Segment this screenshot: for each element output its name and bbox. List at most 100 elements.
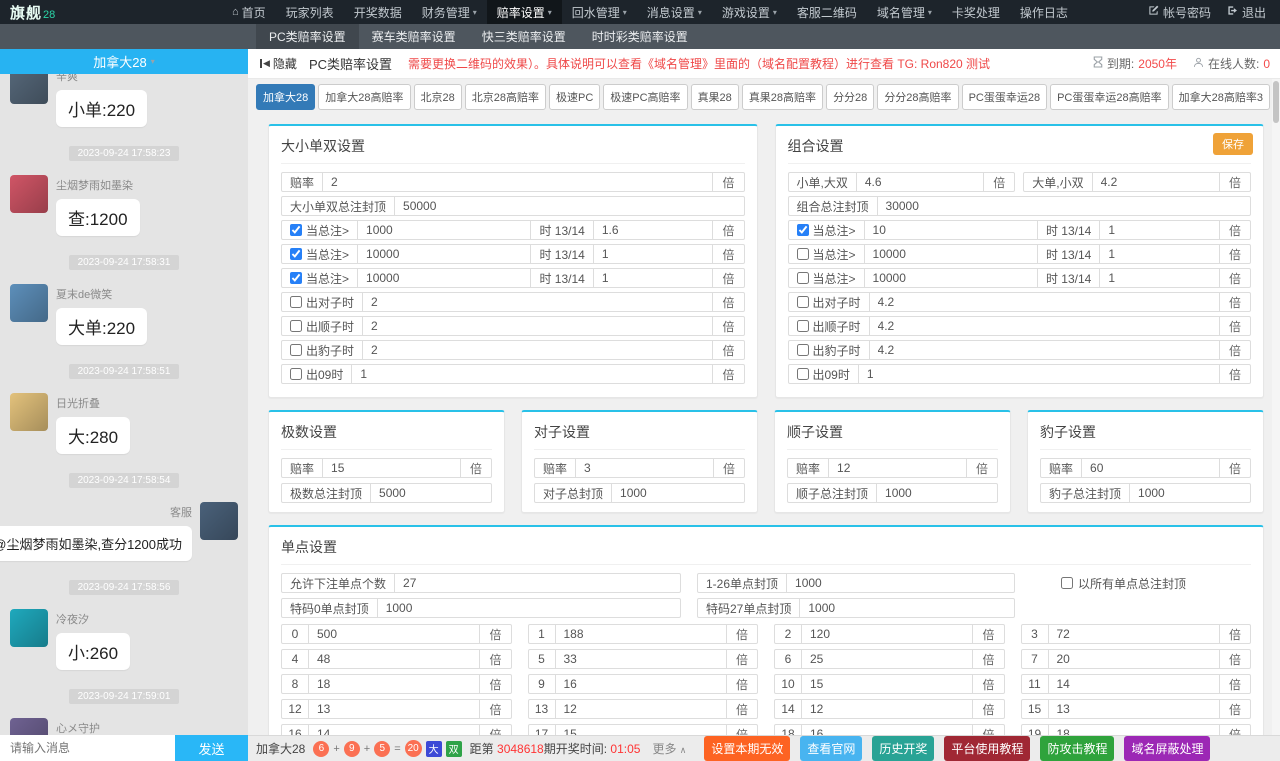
multiplier-input[interactable]: [858, 365, 1219, 383]
top-menu-item-6[interactable]: 回水管理 ▾: [562, 0, 637, 24]
point-odds-input[interactable]: [555, 675, 726, 693]
game-tab-3[interactable]: 北京28: [413, 84, 462, 110]
multiplier-input[interactable]: [869, 341, 1219, 359]
row-checkbox[interactable]: [290, 248, 302, 260]
more-toggle[interactable]: 更多 ∧: [652, 740, 686, 757]
multiplier-input[interactable]: [593, 221, 713, 239]
row-checkbox[interactable]: [290, 272, 302, 284]
multiplier-input[interactable]: [1100, 221, 1219, 239]
game-tab-1[interactable]: 加拿大28: [256, 84, 316, 110]
point-odds-input[interactable]: [309, 700, 480, 718]
point-odds-input[interactable]: [1048, 725, 1219, 735]
point-odds-input[interactable]: [309, 650, 480, 668]
threshold-input[interactable]: [358, 269, 531, 287]
row-checkbox[interactable]: [796, 224, 809, 236]
value-input[interactable]: [323, 173, 713, 191]
chat-message-input[interactable]: [0, 735, 175, 761]
cap-input[interactable]: [377, 599, 680, 617]
point-odds-input[interactable]: [802, 700, 973, 718]
save-button[interactable]: 保存: [1213, 133, 1253, 155]
top-menu-item-2[interactable]: 玩家列表: [276, 0, 344, 24]
point-odds-input[interactable]: [1048, 625, 1219, 643]
point-odds-input[interactable]: [1048, 675, 1219, 693]
cap-input[interactable]: [787, 574, 1014, 592]
top-menu-item-12[interactable]: 操作日志: [1010, 0, 1078, 24]
scrollbar-thumb[interactable]: [1273, 81, 1279, 123]
row-checkbox[interactable]: [796, 320, 809, 332]
row-checkbox[interactable]: [290, 296, 302, 308]
odds-input[interactable]: [323, 459, 460, 477]
point-odds-input[interactable]: [802, 625, 973, 643]
sub-menu-item-1[interactable]: PC类赔率设置: [256, 24, 359, 49]
cap-input[interactable]: [371, 484, 491, 502]
game-tab-5[interactable]: 极速PC: [549, 84, 601, 110]
cap-input[interactable]: [877, 484, 997, 502]
sub-menu-item-4[interactable]: 时时彩类赔率设置: [591, 30, 688, 44]
game-tab-2[interactable]: 加拿大28高赔率: [318, 84, 411, 110]
threshold-input[interactable]: [864, 221, 1037, 239]
threshold-input[interactable]: [358, 245, 531, 263]
point-odds-input[interactable]: [802, 725, 973, 735]
point-odds-input[interactable]: [309, 675, 480, 693]
odds-input[interactable]: [1082, 459, 1219, 477]
odds-input[interactable]: [856, 173, 984, 191]
point-odds-input[interactable]: [555, 625, 726, 643]
point-odds-input[interactable]: [555, 650, 726, 668]
row-checkbox[interactable]: [290, 368, 302, 380]
multiplier-input[interactable]: [352, 365, 713, 383]
odds-input[interactable]: [576, 459, 713, 477]
game-tab-13[interactable]: 加拿大28高赔率3: [1171, 84, 1270, 110]
row-checkbox[interactable]: [796, 344, 809, 356]
threshold-input[interactable]: [864, 269, 1037, 287]
bottom-action-button-5[interactable]: 防攻击教程: [1040, 736, 1115, 761]
bottom-action-button-2[interactable]: 查看官网: [800, 736, 863, 761]
top-menu-item-7[interactable]: 消息设置 ▾: [637, 0, 712, 24]
point-odds-input[interactable]: [802, 650, 973, 668]
bottom-action-button-6[interactable]: 域名屏蔽处理: [1124, 736, 1211, 761]
row-checkbox[interactable]: [290, 320, 302, 332]
multiplier-input[interactable]: [869, 317, 1219, 335]
row-checkbox[interactable]: [290, 344, 302, 356]
cap-input[interactable]: [800, 599, 1014, 617]
bottom-action-button-4[interactable]: 平台使用教程: [944, 736, 1031, 761]
threshold-input[interactable]: [864, 245, 1037, 263]
cap-input[interactable]: [612, 484, 744, 502]
game-tab-9[interactable]: 分分28: [826, 84, 875, 110]
row-checkbox[interactable]: [796, 248, 809, 260]
point-odds-input[interactable]: [309, 725, 480, 735]
top-menu-item-11[interactable]: 卡奖处理: [942, 0, 1010, 24]
multiplier-input[interactable]: [593, 269, 713, 287]
cap-input[interactable]: [1130, 484, 1250, 502]
top-menu-item-8[interactable]: 游戏设置 ▾: [712, 0, 787, 24]
row-checkbox[interactable]: [796, 368, 809, 380]
game-tab-6[interactable]: 极速PC高赔率: [603, 84, 688, 110]
chat-message-list[interactable]: 辛爽 小单:220 2023-09-24 17:58:23 尘烟梦雨如墨染 查:1200…: [0, 74, 248, 735]
point-odds-input[interactable]: [1048, 650, 1219, 668]
game-tab-8[interactable]: 真果28高赔率: [741, 84, 824, 110]
logout-button[interactable]: 退出: [1227, 4, 1266, 21]
multiplier-input[interactable]: [1100, 245, 1219, 263]
multiplier-input[interactable]: [1100, 269, 1219, 287]
vertical-scrollbar[interactable]: [1272, 79, 1280, 735]
top-menu-item-1[interactable]: ⌂ 首页: [222, 0, 276, 24]
game-tab-4[interactable]: 北京28高赔率: [464, 84, 546, 110]
hide-sidebar-button[interactable]: ◀ 隐藏: [260, 55, 297, 72]
top-menu-item-3[interactable]: 开奖数据: [344, 0, 412, 24]
account-password-button[interactable]: 帐号密码: [1148, 4, 1211, 21]
point-odds-input[interactable]: [1048, 700, 1219, 718]
odds-input[interactable]: [1092, 173, 1219, 191]
sub-menu-item-2[interactable]: 赛车类赔率设置: [371, 30, 456, 44]
chat-room-selector[interactable]: 加拿大28 ▾: [0, 49, 248, 74]
multiplier-input[interactable]: [363, 317, 713, 335]
game-tab-10[interactable]: 分分28高赔率: [877, 84, 959, 110]
point-odds-input[interactable]: [555, 700, 726, 718]
sub-menu-item-3[interactable]: 快三类赔率设置: [481, 30, 566, 44]
multiplier-input[interactable]: [363, 293, 713, 311]
top-menu-item-5[interactable]: 赔率设置 ▾: [486, 0, 562, 24]
game-tab-12[interactable]: PC蛋蛋幸运28高赔率: [1050, 84, 1169, 110]
point-odds-input[interactable]: [309, 625, 480, 643]
point-odds-input[interactable]: [555, 725, 726, 735]
row-checkbox[interactable]: [796, 272, 809, 284]
multiplier-input[interactable]: [869, 293, 1219, 311]
value-input[interactable]: [877, 197, 1250, 215]
